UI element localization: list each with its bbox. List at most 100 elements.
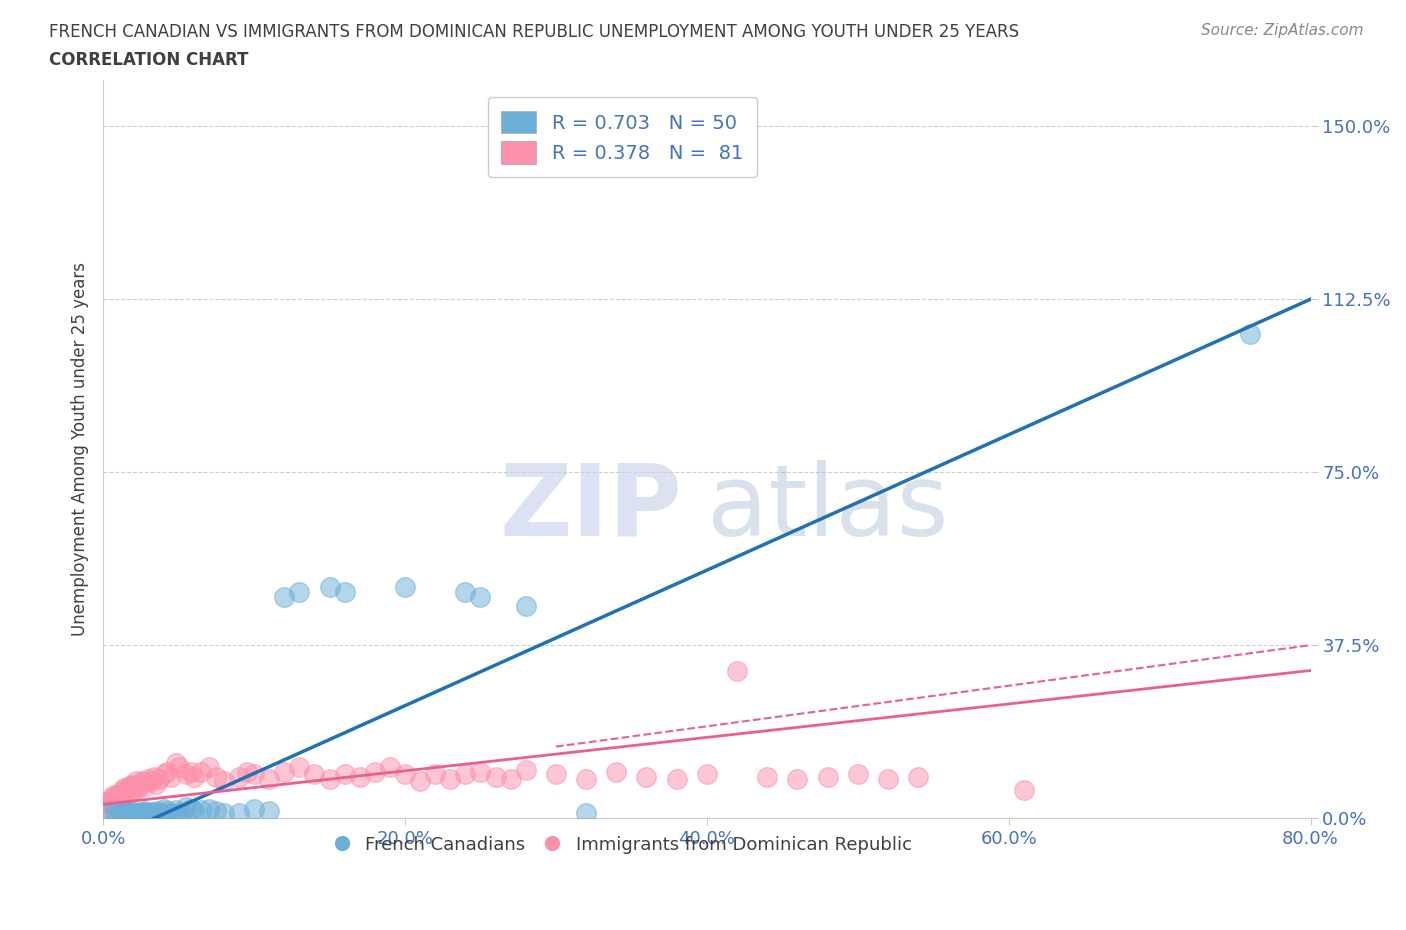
- Point: [575, 806, 598, 821]
- Point: [110, 790, 132, 805]
- Point: [197, 802, 219, 817]
- Point: [228, 769, 250, 784]
- Point: [155, 804, 177, 818]
- Point: [167, 760, 190, 775]
- Point: [786, 772, 808, 787]
- Point: [470, 590, 492, 604]
- Point: [470, 764, 492, 779]
- Point: [152, 767, 174, 782]
- Point: [117, 807, 139, 822]
- Point: [183, 769, 205, 784]
- Y-axis label: Unemployment Among Youth under 25 years: Unemployment Among Youth under 25 years: [72, 262, 89, 636]
- Point: [110, 804, 132, 818]
- Point: [97, 797, 120, 812]
- Point: [235, 764, 257, 779]
- Point: [100, 806, 122, 821]
- Point: [696, 767, 718, 782]
- Point: [378, 760, 401, 775]
- Point: [605, 764, 627, 779]
- Point: [394, 580, 416, 595]
- Point: [756, 769, 779, 784]
- Point: [148, 772, 170, 787]
- Point: [846, 767, 869, 782]
- Point: [143, 769, 166, 784]
- Point: [142, 806, 165, 821]
- Point: [118, 804, 141, 819]
- Text: Source: ZipAtlas.com: Source: ZipAtlas.com: [1201, 23, 1364, 38]
- Point: [1012, 783, 1035, 798]
- Point: [174, 767, 197, 782]
- Point: [131, 805, 153, 820]
- Point: [120, 780, 142, 795]
- Point: [122, 805, 145, 820]
- Point: [134, 804, 156, 818]
- Point: [160, 769, 183, 784]
- Point: [817, 769, 839, 784]
- Point: [190, 803, 212, 817]
- Point: [149, 806, 172, 821]
- Point: [122, 783, 145, 798]
- Point: [105, 789, 128, 804]
- Point: [409, 774, 432, 789]
- Point: [333, 767, 356, 782]
- Point: [129, 776, 152, 790]
- Point: [318, 772, 340, 787]
- Point: [174, 799, 197, 814]
- Point: [318, 580, 340, 595]
- Point: [112, 780, 135, 795]
- Point: [665, 772, 688, 787]
- Point: [129, 804, 152, 819]
- Text: atlas: atlas: [707, 459, 949, 557]
- Point: [131, 774, 153, 789]
- Point: [107, 788, 129, 803]
- Point: [118, 778, 141, 793]
- Point: [100, 794, 122, 809]
- Point: [499, 772, 522, 787]
- Point: [273, 590, 295, 604]
- Point: [257, 804, 280, 818]
- Point: [170, 805, 193, 820]
- Point: [107, 807, 129, 822]
- Point: [165, 803, 187, 817]
- Point: [103, 792, 125, 807]
- Point: [304, 767, 326, 782]
- Point: [134, 778, 156, 793]
- Point: [454, 585, 477, 600]
- Point: [152, 802, 174, 817]
- Point: [94, 799, 117, 814]
- Point: [125, 774, 148, 789]
- Point: [125, 807, 148, 822]
- Point: [183, 804, 205, 818]
- Point: [138, 772, 160, 787]
- Point: [425, 767, 447, 782]
- Point: [124, 778, 146, 793]
- Point: [103, 788, 125, 803]
- Text: ZIP: ZIP: [499, 459, 683, 557]
- Point: [111, 806, 134, 821]
- Point: [145, 776, 167, 790]
- Point: [127, 780, 149, 795]
- Point: [333, 585, 356, 600]
- Point: [108, 787, 131, 802]
- Point: [146, 804, 169, 818]
- Point: [128, 806, 150, 821]
- Point: [439, 772, 461, 787]
- Point: [288, 585, 311, 600]
- Point: [180, 764, 202, 779]
- Point: [205, 769, 228, 784]
- Point: [141, 774, 163, 789]
- Point: [100, 792, 122, 807]
- Point: [212, 805, 235, 820]
- Point: [165, 755, 187, 770]
- Point: [117, 785, 139, 800]
- Point: [111, 783, 134, 798]
- Point: [138, 806, 160, 821]
- Point: [288, 760, 311, 775]
- Point: [160, 805, 183, 820]
- Point: [1239, 326, 1261, 341]
- Point: [104, 791, 127, 806]
- Point: [141, 804, 163, 819]
- Point: [636, 769, 658, 784]
- Point: [190, 764, 212, 779]
- Point: [257, 772, 280, 787]
